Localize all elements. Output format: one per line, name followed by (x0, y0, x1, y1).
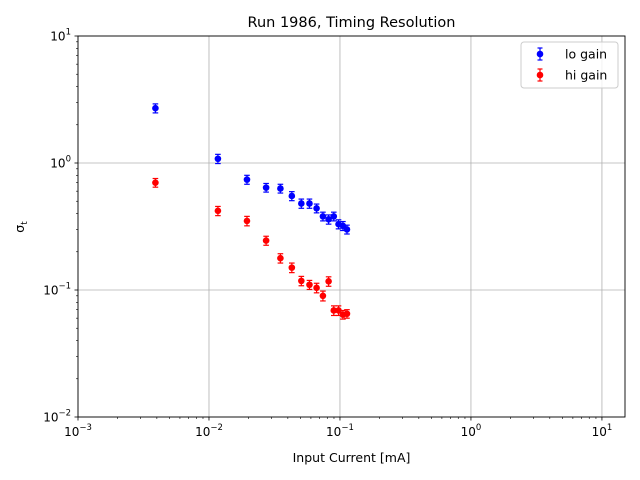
data-point-lo-gain (330, 213, 338, 220)
data-point-hi-gain (335, 307, 342, 314)
x-tick-label: 10−3 (64, 423, 92, 439)
x-axis-label: Input Current [mA] (293, 450, 411, 465)
y-axis-label-subscript: t (20, 221, 30, 225)
major-ticks (74, 35, 603, 421)
y-tick-label-base: 10 (43, 411, 58, 425)
data-point-hi-gain (152, 179, 159, 186)
x-tick-label-exponent: −2 (210, 423, 223, 433)
data-point-hi-gain (313, 284, 320, 292)
y-tick-label: 101 (50, 28, 71, 44)
data-point-hi-gain (243, 217, 251, 225)
data-point-hi-gain (262, 237, 270, 244)
data-point-lo-gain (152, 104, 159, 112)
y-tick-label-base: 10 (43, 284, 58, 298)
chart-title: Run 1986, Timing Resolution (248, 15, 456, 31)
x-tick-labels: 10−3 10−2 10−1 100 101 (64, 423, 612, 439)
legend-hi-gain-marker (536, 71, 544, 79)
y-tick-label: 10−2 (43, 409, 71, 425)
legend: lo gain hi gain (520, 41, 619, 89)
data-point-hi-gain (325, 278, 332, 285)
y-axis-label: σt (12, 221, 30, 233)
data-point-hi-gain (306, 281, 313, 289)
legend-item-hi-gain: hi gain (536, 68, 607, 83)
series-lo-gain (152, 103, 351, 235)
x-tick-label-exponent: −1 (341, 423, 354, 433)
legend-lo-gain-marker (536, 50, 544, 58)
y-tick-label-base: 10 (50, 157, 65, 171)
data-point-lo-gain (288, 192, 296, 200)
series-layer (152, 103, 351, 320)
x-tick-label: 100 (461, 423, 482, 439)
data-point-lo-gain (262, 184, 270, 191)
data-point-hi-gain (319, 292, 327, 300)
y-tick-label: 10−1 (43, 282, 71, 298)
y-tick-label-exponent: −2 (58, 409, 71, 419)
data-point-lo-gain (306, 200, 313, 207)
x-tick-label-exponent: 1 (607, 423, 612, 433)
data-point-lo-gain (243, 176, 251, 183)
data-point-lo-gain (313, 204, 320, 212)
x-tick-label: 101 (592, 423, 613, 439)
x-tick-label-base: 10 (461, 425, 476, 439)
x-tick-label-exponent: −3 (79, 423, 92, 433)
x-tick-label-base: 10 (64, 425, 79, 439)
series-hi-gain (152, 177, 351, 320)
data-point-lo-gain (343, 226, 351, 233)
data-point-hi-gain (214, 207, 222, 215)
y-tick-label-exponent: 1 (66, 28, 71, 38)
x-tick-label-base: 10 (592, 425, 607, 439)
x-tick-label: 10−1 (326, 423, 354, 439)
legend-item-lo-gain: lo gain (536, 47, 607, 62)
legend-box (520, 41, 619, 89)
y-tick-label-exponent: −1 (58, 282, 71, 292)
data-point-lo-gain (325, 216, 332, 223)
x-tick-label-base: 10 (195, 425, 210, 439)
data-point-hi-gain (288, 264, 296, 271)
data-point-lo-gain (298, 200, 305, 207)
y-tick-label-exponent: 0 (66, 155, 71, 165)
x-tick-label-exponent: 0 (476, 423, 481, 433)
y-tick-label-base: 10 (50, 30, 65, 44)
data-point-hi-gain (343, 310, 351, 318)
data-point-lo-gain (277, 185, 284, 192)
data-point-hi-gain (298, 277, 305, 285)
y-tick-label: 100 (50, 155, 71, 171)
x-tick-label: 10−2 (195, 423, 223, 439)
plot-area (78, 36, 625, 417)
data-point-hi-gain (277, 254, 284, 262)
data-point-lo-gain (319, 213, 327, 220)
y-axis-label-sigma: σ (12, 225, 27, 233)
plot-frame (77, 35, 626, 418)
legend-hi-gain-label: hi gain (565, 68, 607, 83)
data-point-lo-gain (214, 155, 222, 163)
data-point-hi-gain (330, 307, 338, 314)
x-tick-label-base: 10 (326, 425, 341, 439)
legend-lo-gain-label: lo gain (565, 47, 607, 62)
